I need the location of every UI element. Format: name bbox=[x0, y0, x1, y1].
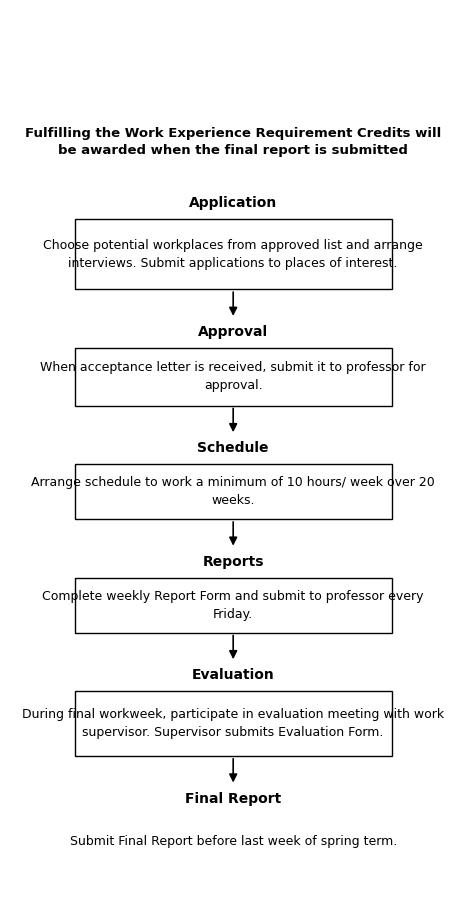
Bar bbox=[75, 578, 392, 632]
Text: Schedule: Schedule bbox=[197, 441, 269, 455]
Text: Final Report: Final Report bbox=[185, 792, 281, 805]
Text: Submit Final Report before last week of spring term.: Submit Final Report before last week of … bbox=[70, 834, 397, 847]
Bar bbox=[75, 219, 392, 289]
Text: Complete weekly Report Form and submit to professor every
Friday.: Complete weekly Report Form and submit t… bbox=[42, 590, 424, 621]
Text: Reports: Reports bbox=[202, 555, 264, 569]
Text: Choose potential workplaces from approved list and arrange
interviews. Submit ap: Choose potential workplaces from approve… bbox=[43, 238, 423, 269]
Bar bbox=[75, 349, 392, 406]
Text: Application: Application bbox=[189, 196, 277, 210]
Text: During final workweek, participate in evaluation meeting with work
supervisor. S: During final workweek, participate in ev… bbox=[22, 708, 444, 739]
Text: Evaluation: Evaluation bbox=[192, 668, 274, 682]
Bar bbox=[75, 692, 392, 756]
Text: Fulfilling the Work Experience Requirement Credits will
be awarded when the fina: Fulfilling the Work Experience Requireme… bbox=[25, 126, 441, 157]
Bar bbox=[75, 814, 392, 867]
Text: Arrange schedule to work a minimum of 10 hours/ week over 20
weeks.: Arrange schedule to work a minimum of 10… bbox=[31, 476, 435, 507]
Text: Approval: Approval bbox=[198, 325, 268, 339]
Text: When acceptance letter is received, submit it to professor for
approval.: When acceptance letter is received, subm… bbox=[40, 361, 426, 392]
Bar bbox=[75, 464, 392, 519]
